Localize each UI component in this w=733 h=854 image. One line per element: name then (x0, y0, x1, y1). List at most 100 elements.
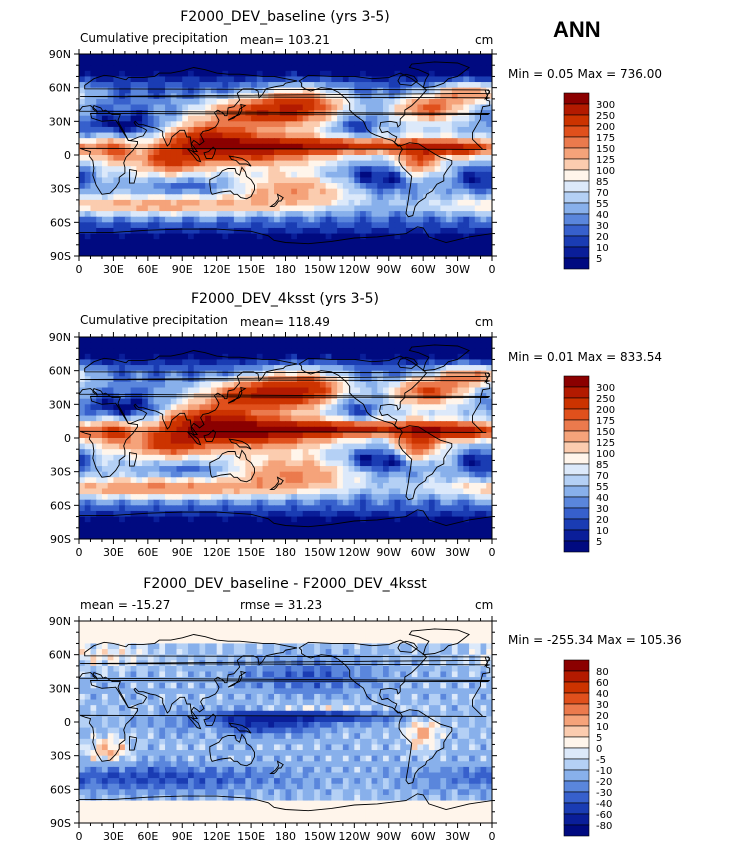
colorbar-segment (563, 681, 590, 694)
colorbar-label: 55 (596, 482, 609, 493)
panel-mean-4ksst: mean= 118.49 (240, 315, 330, 329)
x-tick-label: 60W (411, 546, 436, 559)
x-tick-label: 120W (338, 830, 370, 843)
x-tick-label: 0 (76, 546, 83, 559)
colorbar-label: 85 (596, 460, 609, 471)
coastline-northAmerica (298, 639, 428, 714)
x-tick-label: 90W (376, 830, 401, 843)
colorbar-label: 100 (596, 166, 615, 177)
coastline-madagascar (129, 452, 137, 467)
coastline-borneo (203, 146, 216, 159)
coastline-baffin (397, 356, 419, 369)
coastline-newZealand (269, 760, 284, 775)
y-tick-label: 60S (50, 216, 71, 229)
colorbar-segment (563, 419, 590, 432)
colorbar-label: 55 (596, 199, 609, 210)
colorbar-label: 40 (596, 210, 609, 221)
colorbar-label: 5 (596, 537, 602, 548)
colorbar-segment (563, 169, 590, 182)
y-tick-label: 60S (50, 499, 71, 512)
coastline-southAmerica (398, 425, 453, 501)
y-tick-label: 0 (64, 149, 71, 162)
coastline-southAmerica (398, 709, 453, 785)
colorbar-segment (563, 725, 590, 738)
coastline-antarctica (79, 226, 492, 256)
colorbar-label: 20 (596, 232, 609, 243)
x-tick-label: 60W (411, 263, 436, 276)
x-tick-label: 120W (338, 263, 370, 276)
coastline-newGuinea (228, 155, 252, 167)
y-tick-label: 30S (50, 466, 71, 479)
coastlines (79, 61, 492, 256)
map-panel-diff: 0 30E 60E 90E 120E 150E 180 150W 120W 90W 60W 30W 09… (49, 615, 497, 843)
colorbar-segment (563, 430, 590, 443)
colorbar-segment (563, 136, 590, 149)
colorbar-label: 30 (596, 504, 609, 515)
y-tick-label: 0 (64, 432, 71, 445)
colorbar-segment (563, 802, 590, 815)
y-tick-label: 90S (50, 250, 71, 263)
colorbar-label: 10 (596, 722, 609, 733)
colorbar-segment (563, 452, 590, 465)
panel-left-label-baseline: Cumulative precipitation (80, 31, 228, 45)
x-tick-label: 30E (103, 830, 124, 843)
x-tick-label: 60E (137, 263, 158, 276)
coastline-sumatra (186, 715, 202, 730)
colorbar-label: 200 (596, 405, 615, 416)
y-tick-label: 30S (50, 750, 71, 763)
axes: 0 30E 60E 90E 120E 150E 180 150W 120W 90W 60W 30W 09… (49, 48, 497, 276)
panel-units-diff: cm (475, 598, 494, 612)
coastline-newGuinea (228, 722, 252, 734)
coastline-australia (209, 733, 255, 767)
coastline-eurasia (79, 67, 491, 153)
coastline-eurasia (79, 350, 491, 436)
colorbar-segment (563, 780, 590, 793)
x-tick-label: 90E (172, 546, 193, 559)
colorbar-label: 10 (596, 243, 609, 254)
y-tick-label: 30N (49, 398, 71, 411)
x-tick-label: 60E (137, 546, 158, 559)
colorbar-segment (563, 246, 590, 259)
colorbar-label: 100 (596, 449, 615, 460)
colorbar-segment (563, 158, 590, 171)
colorbar-label: 125 (596, 155, 615, 166)
coastline-uk (80, 89, 491, 100)
x-tick-label: 0 (489, 830, 496, 843)
y-tick-label: 90N (49, 48, 71, 61)
colorbar-segment (563, 485, 590, 498)
x-tick-label: 180 (275, 263, 296, 276)
map-panel-baseline: 0 30E 60E 90E 120E 150E 180 150W 120W 90W 60W 30W 09… (49, 48, 497, 276)
coastline-newZealand (269, 476, 284, 491)
x-tick-label: 0 (489, 546, 496, 559)
colorbar-segment (563, 103, 590, 116)
y-tick-label: 30N (49, 682, 71, 695)
coastline-japan (227, 670, 247, 688)
coastline-australia (209, 166, 255, 200)
colorbar-segment (563, 747, 590, 760)
panel-title-baseline: F2000_DEV_baseline (yrs 3-5) (180, 9, 390, 25)
minmax-4ksst: Min = 0.01 Max = 833.54 (508, 350, 662, 364)
colorbar-segment (563, 703, 590, 716)
colorbar-segment (563, 441, 590, 454)
colorbar-label: 10 (596, 526, 609, 537)
colorbar-label: 300 (596, 383, 615, 394)
colorbar-segment (563, 529, 590, 542)
axes: 0 30E 60E 90E 120E 150E 180 150W 120W 90W 60W 30W 09… (49, 331, 497, 559)
coastline-northAmerica (298, 72, 428, 147)
colorbar-segment (563, 496, 590, 509)
coastline-newZealand (269, 193, 284, 208)
colorbar-label: 175 (596, 133, 615, 144)
colorbar-label: -10 (596, 766, 612, 777)
coastline-northAmerica (298, 355, 428, 430)
colorbar-segment (563, 758, 590, 771)
colorbar-segment (563, 125, 590, 138)
coastline-japan (227, 386, 247, 404)
panel-mean-baseline: mean= 103.21 (240, 33, 330, 47)
x-tick-label: 120E (203, 830, 231, 843)
minmax-diff: Min = -255.34 Max = 105.36 (508, 633, 682, 647)
colorbar-segment (563, 191, 590, 204)
colorbar-label: -40 (596, 799, 612, 810)
coastline-southAmerica (398, 142, 453, 218)
